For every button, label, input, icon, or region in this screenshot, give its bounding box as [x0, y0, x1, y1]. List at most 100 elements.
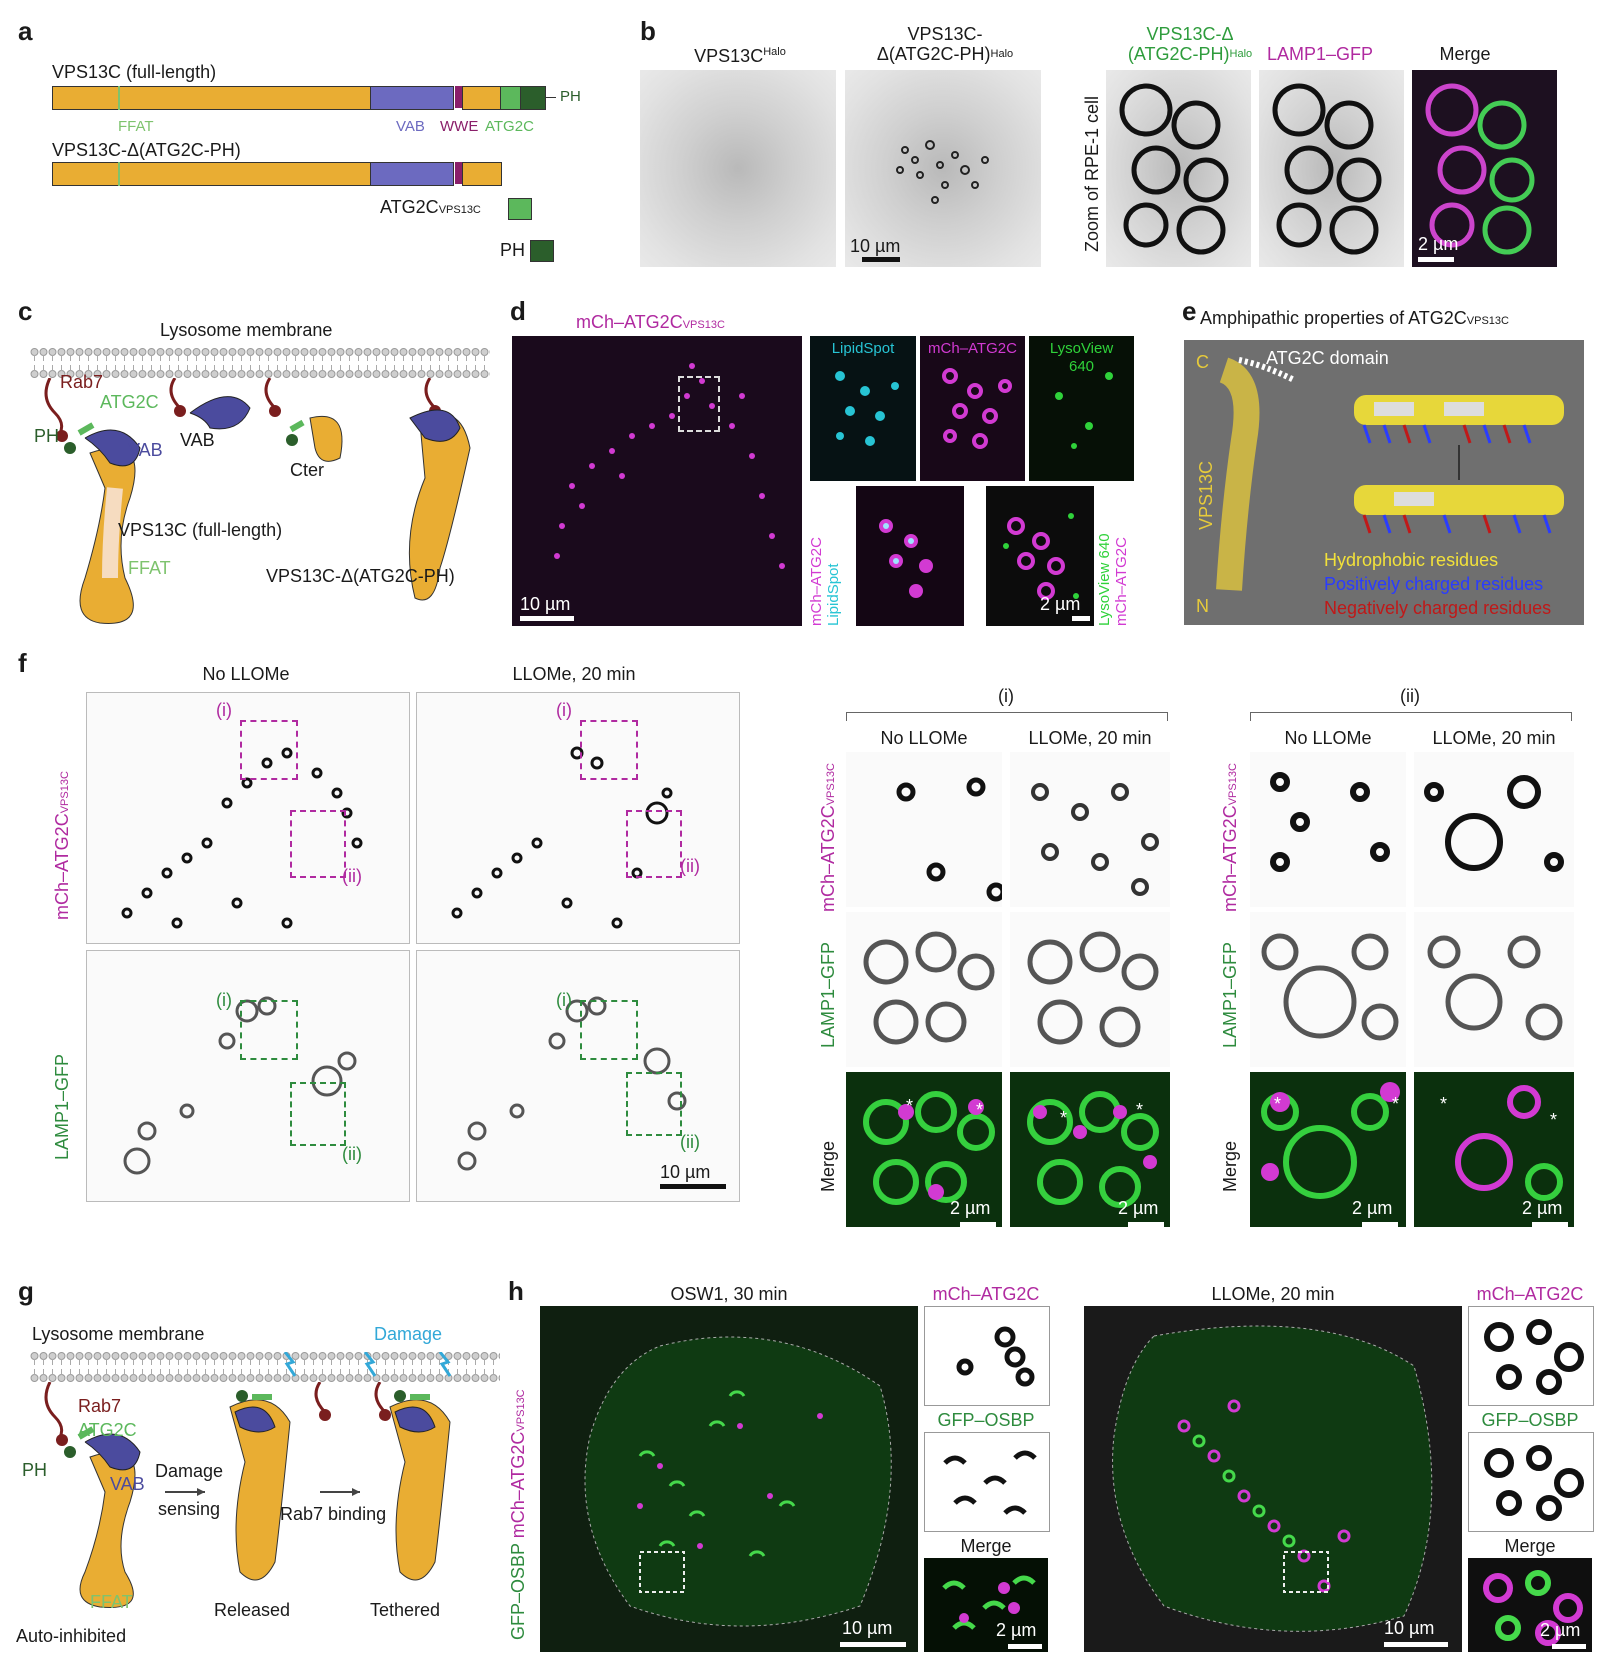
c-membrane-title: Lysosome membrane [160, 320, 333, 340]
g-vab: VAB [110, 1474, 145, 1494]
f-scale-bar-main [660, 1184, 726, 1189]
d-img-main [512, 336, 802, 626]
f-box-ii-label-r1c2: (ii) [680, 856, 700, 876]
panel-label-f: f [18, 648, 27, 678]
h-scale-bar-1 [840, 1642, 906, 1647]
e-c-term: C [1196, 352, 1209, 372]
f-zoom-i-row2-label: LAMP1–GFP [818, 941, 838, 1048]
f-zoom-i-scale-label-1: 2 µm [950, 1198, 991, 1218]
g-state1: Auto-inhibited [16, 1626, 127, 1646]
b-scale-label-10um: 10 µm [850, 236, 901, 256]
f-zoom-i-merge-no [846, 1072, 1002, 1227]
h-scale-bar-2a [1008, 1644, 1042, 1649]
f-img-lamp1-llome [416, 950, 740, 1202]
full-length-title: VPS13C (full-length) [52, 62, 217, 82]
c-cartoon [30, 378, 500, 628]
b-img-vps13c-halo [640, 70, 836, 267]
f-zoom-i-scale-label-2: 2 µm [1118, 1198, 1159, 1218]
f-box-ii-r1c1 [290, 810, 346, 878]
c-ffat: FFAT [128, 558, 171, 578]
e-domain-label: ATG2C domain [1266, 348, 1389, 368]
f-zoom-i-merge-llome [1010, 1072, 1170, 1227]
d-title: mCh–ATG2CVPS13C [576, 312, 725, 332]
b-scale-bar-10um [862, 257, 900, 262]
h-merge-label-1: Merge [960, 1536, 1012, 1556]
g-state2: Released [214, 1600, 291, 1620]
f-zoom-i-bracket [846, 712, 1168, 721]
h-side-label: GFP–OSBP mCh–ATG2CVPS13C [508, 1389, 528, 1640]
d-scale-bar-2um [1072, 616, 1090, 621]
c-membrane [30, 348, 490, 378]
f-asterisk-2: * [976, 1100, 984, 1120]
h-scale-label-2a: 2 µm [996, 1620, 1037, 1640]
f-zoom-i-mch-no [846, 752, 1002, 907]
f-box-i-r1c2 [580, 720, 638, 780]
f-zoom-ii-scale-bar-1 [1362, 1222, 1398, 1227]
f-asterisk-8: * [1550, 1110, 1558, 1130]
c-ph: PH [34, 426, 60, 446]
b-img-zoom-lamp1 [1259, 70, 1404, 267]
h-mch-label-1: mCh–ATG2C [932, 1284, 1040, 1304]
f-img-lamp1-no-llome [86, 950, 410, 1202]
d-scale-label-2um: 2 µm [1040, 594, 1081, 614]
f-zoom-ii-lamp1-no [1250, 912, 1406, 1067]
f-zoom-i-scale-bar-2 [1128, 1222, 1164, 1227]
f-box-ii-r2c1 [290, 1082, 346, 1146]
panel-label-b: b [640, 16, 656, 46]
b-img-zoom-halo [1106, 70, 1251, 267]
h-title1: OSW1, 30 min [670, 1284, 788, 1304]
g-ffat: FFAT [90, 1592, 133, 1612]
h-img-osw1 [540, 1306, 918, 1652]
b-img-zoom-merge [1412, 70, 1557, 267]
d-merge-left-label: mCh–ATG2C LipidSpot [808, 537, 842, 626]
f-box-ii-label-r2c1: (ii) [342, 1144, 362, 1164]
g-membrane [30, 1352, 500, 1382]
f-box-i-label-r1c2: (i) [556, 700, 572, 720]
f-col2-title: LLOMe, 20 min [512, 664, 636, 684]
h-img-osw1-mch [924, 1306, 1050, 1406]
c-vab2: VAB [180, 430, 215, 450]
e-legend-hydrophobic: Hydrophobic residues [1324, 550, 1499, 570]
label-ffat: FFAT [118, 118, 154, 135]
c-cter: Cter [290, 460, 325, 480]
f-zcol1: No LLOMe [880, 728, 968, 748]
f-zoom-ii-scale-bar-2 [1532, 1222, 1568, 1227]
f-zoom-ii-lamp1-llome [1414, 912, 1574, 1067]
g-membrane-title: Lysosome membrane [32, 1324, 205, 1344]
g-arrow1-label: Damage sensing [154, 1461, 224, 1519]
panel-label-c: c [18, 296, 33, 326]
d-scale-label-10um: 10 µm [520, 594, 571, 614]
ph-construct: PH [500, 240, 526, 260]
d-zoom-box [678, 376, 720, 432]
h-title2: LLOMe, 20 min [1211, 1284, 1335, 1304]
ph-box [530, 240, 554, 262]
e-legend-positive: Positively charged residues [1324, 574, 1544, 594]
f-col1-title: No LLOMe [202, 664, 290, 684]
f-zoom-ii-merge-llome [1414, 1072, 1574, 1227]
h-img-llome-merge [1468, 1558, 1592, 1652]
e-title: Amphipathic properties of ATG2CVPS13C [1200, 308, 1509, 328]
e-legend-negative: Negatively charged residues [1324, 598, 1552, 618]
h-scale-label-2b: 2 µm [1540, 1620, 1581, 1640]
h-mch-label-2: mCh–ATG2C [1476, 1284, 1584, 1304]
e-protein-label: VPS13C [1196, 460, 1216, 530]
d-img-lipidspot [810, 336, 916, 481]
c-vab: VAB [128, 440, 163, 460]
f-zoom-i-merge-label: Merge [818, 1140, 838, 1192]
f-scale-label-main: 10 µm [660, 1162, 711, 1182]
f-zoom-i-mch-llome [1010, 752, 1170, 907]
d-merge-right-label: LysoView 640 mCh–ATG2C [1096, 533, 1130, 626]
label-ph: PH [560, 88, 581, 105]
h-img-osw1-merge [924, 1558, 1048, 1652]
d-img-merge-left [856, 486, 964, 626]
f-box-ii-r1c2 [626, 810, 682, 878]
f-zoom-ii-scale-label-1: 2 µm [1352, 1198, 1393, 1218]
h-img-osw1-gfp [924, 1432, 1050, 1532]
b-scale-bar-2um [1418, 257, 1454, 262]
deleted-title: VPS13C-Δ(ATG2C-PH) [52, 140, 241, 160]
f-zoom-ii-title: (ii) [1400, 686, 1420, 706]
h-img-llome-gfp [1468, 1432, 1594, 1532]
b-zoom-label: Zoom of RPE-1 cell [1082, 95, 1102, 252]
f-zoom-i-lamp1-no [846, 912, 1002, 1067]
d-label-mch: mCh–ATG2C [928, 340, 1017, 357]
